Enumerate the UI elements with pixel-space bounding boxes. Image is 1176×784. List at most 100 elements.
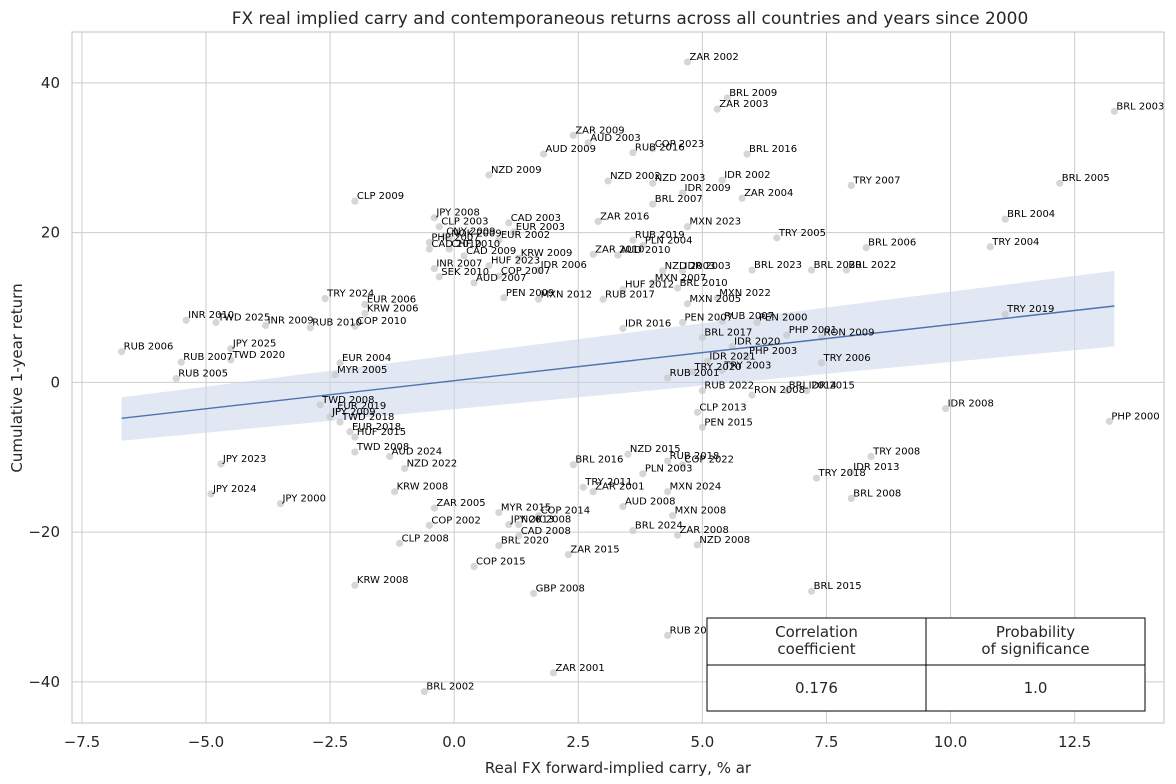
data-point-label: TWD 2020 (232, 350, 285, 361)
data-point-label: TWD 2008 (321, 395, 374, 406)
y-tick-label: 20 (41, 224, 60, 242)
data-point (276, 500, 285, 508)
data-point-label: COP 2014 (541, 506, 591, 517)
data-point-label: CLP 2013 (699, 402, 746, 413)
data-point (942, 404, 950, 413)
data-point-label: IDR 2021 (709, 351, 755, 362)
data-point-label: KRW 2008 (357, 575, 409, 586)
data-point (867, 452, 875, 461)
data-point-label: TRY 2011 (584, 477, 632, 488)
data-point (639, 241, 647, 249)
data-point-label: CAD 2003 (511, 213, 561, 224)
data-point (673, 284, 682, 292)
data-point-label: KRW 2009 (521, 248, 573, 259)
data-point (842, 266, 850, 274)
x-tick-label: −5.0 (188, 733, 224, 751)
y-tick-label: −40 (28, 673, 60, 691)
data-point (569, 131, 577, 139)
data-point-label: COP 2002 (431, 515, 481, 526)
data-point-label: AUD 2010 (620, 245, 671, 256)
data-point-label: NZD 2008 (699, 535, 750, 546)
data-point-label: COP 2023 (655, 139, 705, 150)
data-point (435, 273, 443, 281)
data-point (579, 483, 587, 491)
data-point (306, 324, 314, 332)
data-point (400, 464, 409, 473)
data-point-label: MXN 2007 (655, 273, 707, 284)
data-point (391, 488, 399, 496)
data-point-label: EUR 2004 (342, 353, 391, 364)
data-point-label: RUB 2005 (178, 369, 228, 380)
data-point (629, 526, 637, 535)
data-point-label: CAD 2009 (466, 246, 516, 257)
data-point-label: NOK 2008 (521, 515, 572, 526)
data-point-label: ZAR 2002 (689, 52, 738, 63)
data-point (713, 294, 721, 302)
data-point-label: NZD 2015 (630, 444, 681, 455)
data-point-label: MYR 2015 (501, 503, 551, 514)
data-point (847, 494, 855, 503)
data-point (589, 250, 597, 258)
data-point (261, 321, 270, 330)
data-point-label: BRL 2003 (1116, 101, 1164, 112)
data-point-label: BRL 2002 (426, 682, 474, 693)
data-point (425, 238, 433, 246)
data-point (664, 488, 672, 496)
data-point-label: RUB 2022 (704, 381, 754, 392)
data-point-label: RUB 2001 (670, 368, 720, 379)
data-point (470, 562, 478, 571)
data-point (594, 217, 602, 226)
data-point-label: RUB 2010 (312, 318, 362, 329)
data-point-label: KRW 2008 (397, 482, 449, 493)
data-point-label: IDR 2015 (809, 381, 855, 392)
data-point-label: JPY 2000 (281, 494, 326, 505)
data-point-label: COP 2010 (357, 316, 407, 327)
data-point (683, 300, 692, 308)
data-point-label: EUR 2002 (501, 230, 550, 241)
data-point-label: KRW 2006 (367, 303, 419, 314)
data-point (549, 669, 558, 677)
data-point-label: ZAR 2005 (436, 498, 485, 509)
data-point-label: ZAR 2001 (555, 663, 604, 674)
data-point-label: MXN 2022 (719, 288, 771, 299)
data-point (669, 512, 677, 520)
data-point-label: COP 2007 (501, 266, 551, 277)
data-point (316, 401, 324, 409)
data-point-label: IDR 2006 (541, 260, 587, 271)
data-point-label: AUD 2008 (625, 497, 676, 508)
data-point (346, 428, 354, 436)
data-point-label: EUR 2003 (516, 222, 565, 233)
data-point-label: PHP 2000 (1111, 411, 1159, 422)
data-point-label: COP 2015 (476, 557, 526, 568)
data-point-label: MYR 2005 (337, 365, 387, 376)
data-point (649, 179, 657, 187)
x-tick-label: 10.0 (934, 733, 967, 751)
data-point-label: NZD 2003 (665, 261, 716, 272)
data-point-label: IDR 2003 (685, 261, 731, 272)
data-point (212, 318, 220, 327)
data-point-label: TWD 2025 (217, 312, 270, 323)
data-point (495, 236, 503, 244)
data-point-label: BRL 2006 (868, 238, 916, 249)
data-point (460, 252, 468, 260)
data-point (649, 145, 657, 153)
data-point-label: PEN 2007 (685, 312, 733, 323)
data-point-label: EUR 2006 (367, 295, 416, 306)
data-point-label: ZAR 2015 (570, 545, 619, 556)
data-point (693, 541, 702, 549)
data-point-label: PEN 2015 (704, 417, 752, 428)
data-point-label: IDR 2016 (625, 318, 671, 329)
data-point (534, 266, 543, 274)
data-point (564, 550, 572, 559)
data-point (599, 295, 607, 303)
data-point-label: BRL 2020 (501, 536, 549, 547)
data-point (430, 214, 438, 222)
data-point-label: TRY 2005 (778, 228, 826, 239)
data-point (624, 450, 632, 458)
data-point (351, 581, 359, 589)
data-point (718, 317, 726, 325)
data-point-label: PEN 2000 (759, 312, 807, 323)
data-point-label: BRL 2014 (789, 381, 837, 392)
